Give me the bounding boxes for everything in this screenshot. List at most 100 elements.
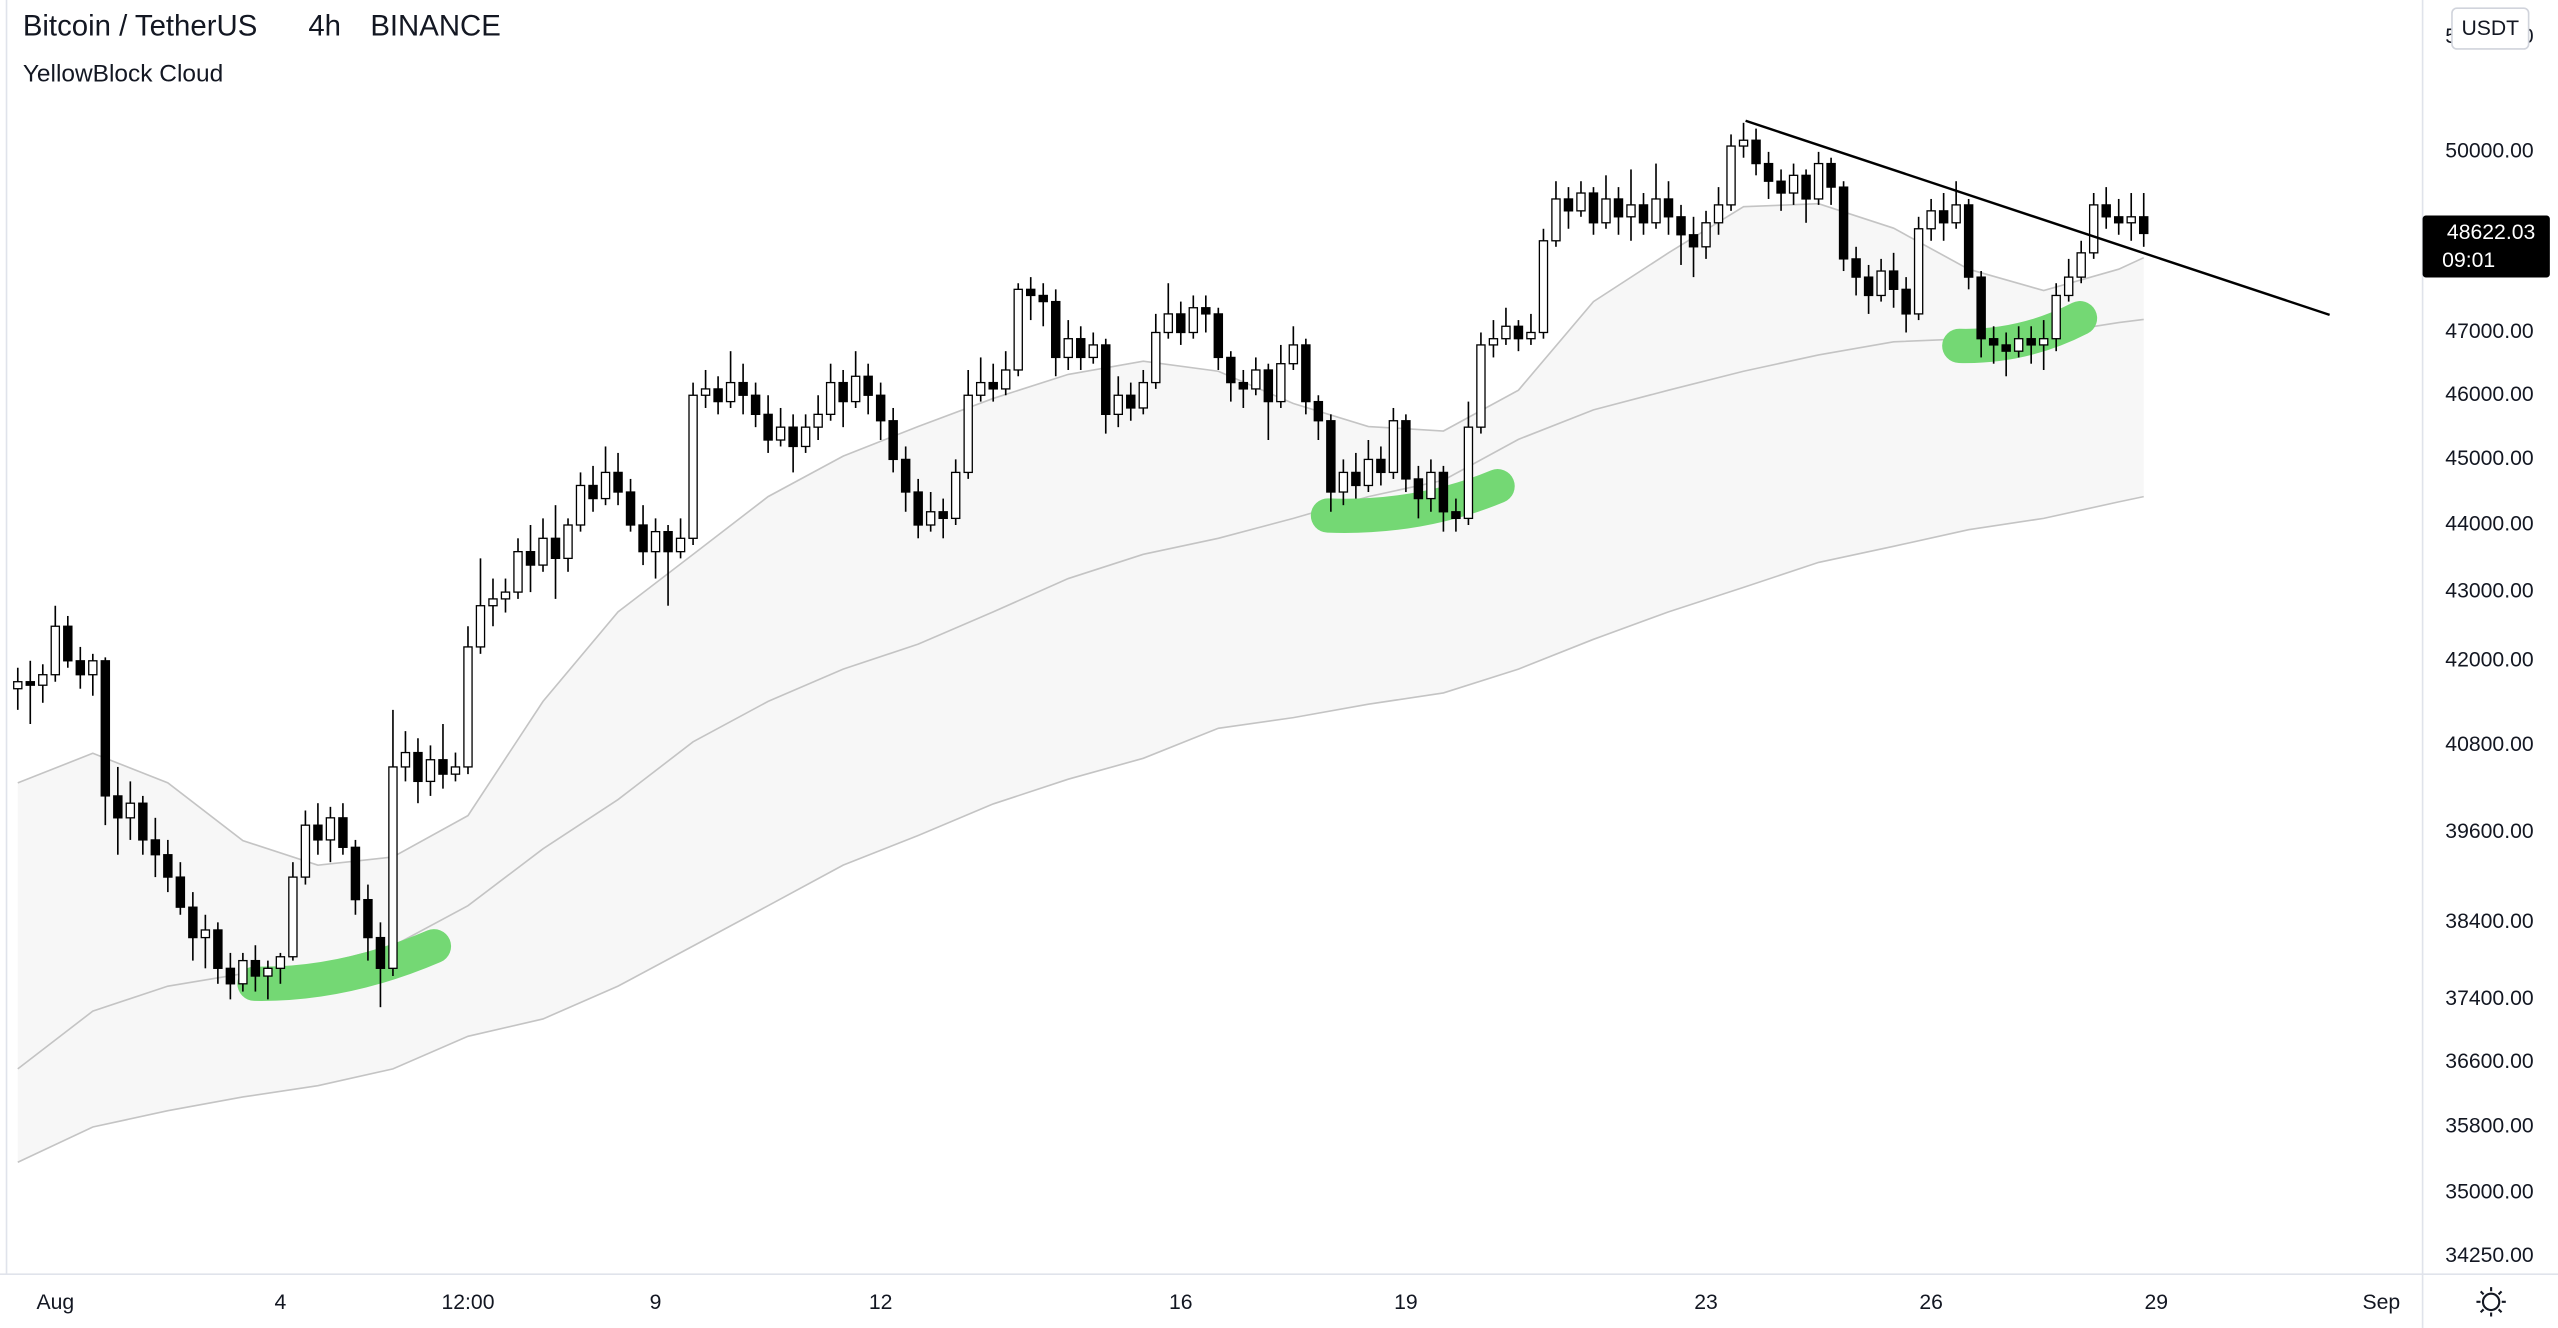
candle-body <box>1188 307 1199 334</box>
x-tick-label: 19 <box>1394 1291 1418 1314</box>
highlight <box>1310 469 1515 533</box>
candle-body <box>775 426 786 441</box>
candle-body <box>313 824 323 841</box>
candle-body <box>1663 198 1674 218</box>
candle-body <box>125 802 136 819</box>
candle-body <box>1088 344 1098 359</box>
candle-body <box>1051 300 1061 359</box>
countdown: 09:01 <box>2442 249 2495 272</box>
candle-body <box>963 394 973 474</box>
candle-body <box>975 381 986 396</box>
cloud-fill <box>17 203 2144 1163</box>
candle-body <box>275 956 286 969</box>
candle-body <box>25 681 36 686</box>
y-tick-label: 35000.00 <box>2445 1181 2533 1204</box>
candle-body <box>1638 204 1649 224</box>
y-tick-label: 45000.00 <box>2445 447 2533 470</box>
candle-body <box>2076 252 2086 278</box>
candle-body <box>863 375 873 396</box>
candle-body <box>513 551 523 593</box>
candle-body <box>1151 331 1161 384</box>
candle-body <box>650 530 661 553</box>
candle-body <box>1201 307 1211 315</box>
candle-body <box>263 967 273 977</box>
candle-body <box>1551 198 1561 242</box>
candle-body <box>1501 325 1511 340</box>
candle-body <box>1376 458 1386 474</box>
candle-body <box>1163 313 1174 334</box>
candle-body <box>1438 471 1449 513</box>
x-tick-label: Aug <box>36 1291 74 1314</box>
currency[interactable]: USDT <box>2461 17 2519 40</box>
candle-body <box>738 381 748 396</box>
interval: 4h <box>308 10 341 43</box>
candle-body <box>138 802 148 841</box>
candle-body <box>1351 471 1361 487</box>
candle-body <box>1413 478 1424 500</box>
candle-body <box>1701 222 1711 248</box>
candle-body <box>75 660 86 676</box>
candle-body <box>400 751 411 768</box>
candle-body <box>700 388 711 396</box>
candle-body <box>850 375 861 403</box>
candle-body <box>1988 338 1999 346</box>
candle-body <box>688 394 698 539</box>
candle-body <box>388 766 398 969</box>
candle-body <box>638 524 648 553</box>
candle-body <box>525 551 536 566</box>
candle-body <box>825 381 836 416</box>
trend-line <box>1745 119 2330 317</box>
candle-body <box>1451 511 1461 520</box>
candle-body <box>1338 471 1349 493</box>
candle-body <box>100 660 111 797</box>
candle-body <box>2026 338 2036 346</box>
candle-body <box>1926 210 1936 230</box>
price-label-box <box>2422 215 2550 278</box>
candle-body <box>50 625 61 676</box>
price-label: 48622.03 <box>2447 221 2535 244</box>
axes: 34250.00 35000.00 35800.00 36600.00 37400.00… <box>36 25 2533 1314</box>
candle-body <box>450 766 461 775</box>
candle-body <box>1738 139 1749 147</box>
candle-body <box>38 674 48 686</box>
candle-body <box>888 420 898 461</box>
settings-icon[interactable] <box>2476 1287 2506 1317</box>
candle-body <box>1288 344 1299 365</box>
candle-body <box>213 929 223 969</box>
candle-body <box>1813 162 1824 200</box>
candle-body <box>1688 234 1699 248</box>
candle-body <box>1301 344 1311 403</box>
candle-body <box>2101 204 2111 218</box>
candle-body <box>1538 240 1549 334</box>
y-tick-label: 37400.00 <box>2445 987 2533 1010</box>
labels: Bitcoin / TetherUS 4h BINANCE YellowBloc… <box>23 7 2550 1317</box>
candle-body <box>2001 344 2011 352</box>
candle-body <box>1463 426 1474 520</box>
candle-body <box>2126 216 2136 224</box>
candle-body <box>1976 276 1986 340</box>
candle-body <box>1101 344 1111 416</box>
candle-body <box>1588 192 1599 224</box>
candle-body <box>1276 363 1286 403</box>
candle-body <box>113 795 123 819</box>
candle-body <box>2088 204 2099 254</box>
candle-body <box>913 491 923 526</box>
candle-body <box>1613 198 1624 218</box>
currency-box[interactable] <box>2451 7 2530 50</box>
candle-body <box>1313 400 1324 422</box>
y-tick-label: 34250.00 <box>2445 1244 2533 1267</box>
candle-body <box>1025 288 1036 297</box>
candle-body <box>1726 145 1736 206</box>
candle-body <box>1563 198 1574 212</box>
candle-body <box>2113 216 2124 224</box>
candle-body <box>338 817 348 848</box>
candle-body <box>600 471 611 500</box>
candle-body <box>875 394 886 422</box>
candle-body <box>1000 369 1011 390</box>
candle-body <box>1713 204 1724 224</box>
y-tick-label: 42000.00 <box>2445 648 2533 671</box>
symbol: Bitcoin / TetherUS <box>23 10 257 43</box>
y-tick-label: 36600.00 <box>2445 1050 2533 1073</box>
moving-average-line <box>17 495 2144 1164</box>
